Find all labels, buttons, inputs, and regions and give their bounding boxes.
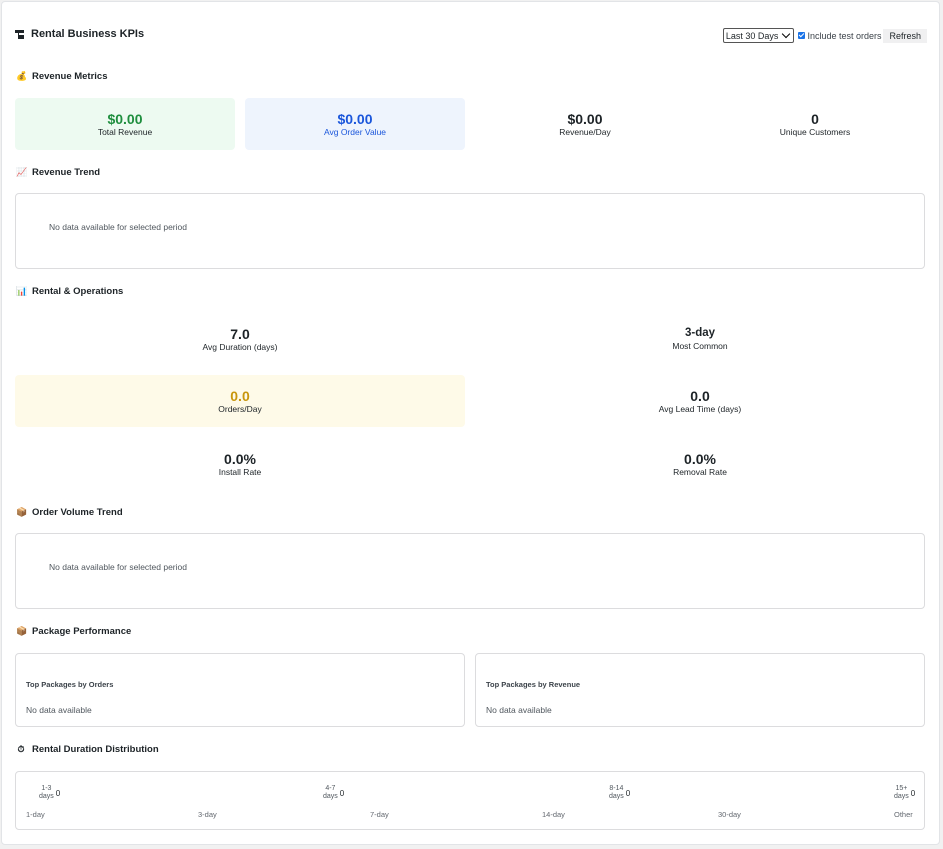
kpi-total-revenue: $0.00 Total Revenue: [15, 98, 235, 150]
kpi-revenue-per-day: $0.00 Revenue/Day: [559, 111, 611, 137]
duration-bucket: 15+ days 0: [894, 785, 916, 800]
package-icon: 📦: [16, 507, 28, 517]
kpi-avg-order-value: $0.00 Avg Order Value: [245, 98, 465, 150]
kpi-removal-rate: 0.0% Removal Rate: [673, 451, 727, 477]
duration-bucket: 8-14 days 0: [609, 785, 631, 800]
section-order-volume: 📦 Order Volume Trend: [16, 507, 123, 518]
axis-tick: 7-day: [370, 810, 389, 819]
period-select[interactable]: Last 30 Days: [722, 28, 795, 43]
order-volume-chart: No data available for selected period: [15, 533, 925, 609]
top-packages-by-revenue: Top Packages by Revenue No data availabl…: [475, 653, 925, 727]
kpi-unique-customers: 0 Unique Customers: [779, 111, 851, 137]
money-bag-icon: 💰: [16, 71, 28, 81]
kpi-orders-per-day: 0.0 Orders/Day: [15, 375, 465, 427]
stopwatch-icon: ⏱: [17, 744, 25, 754]
kpi-install-rate: 0.0% Install Rate: [218, 451, 262, 477]
refresh-button[interactable]: Refresh: [883, 28, 927, 43]
duration-distribution-chart: 1-3 days 0 4-7 days 0 8-14 days 0 15+ days 0…: [15, 771, 925, 830]
chevron-down-icon: [782, 29, 791, 39]
page-title: Rental Business KPIs: [15, 28, 144, 40]
duration-bucket: 4-7 days 0: [323, 785, 345, 800]
header-controls: Last 30 Days Include test orders Refresh: [722, 28, 927, 43]
revenue-trend-chart: No data available for selected period: [15, 193, 925, 269]
kpi-avg-lead-time: 0.0 Avg Lead Time (days): [658, 388, 742, 414]
include-test-checkbox[interactable]: [798, 32, 806, 39]
axis-tick: 14-day: [542, 810, 565, 819]
section-revenue-trend: 📈 Revenue Trend: [16, 167, 101, 178]
axis-tick: 30-day: [718, 810, 741, 819]
dashboard-icon: [15, 29, 24, 39]
axis-tick: 1-day: [26, 810, 45, 819]
order-volume-empty: No data available for selected period: [49, 562, 187, 572]
section-package-performance: 📦 Package Performance: [16, 626, 132, 637]
kpi-most-common: 3-day Most Common: [672, 327, 728, 351]
section-revenue-metrics: 💰 Revenue Metrics: [16, 71, 108, 82]
section-rental-ops: 📊 Rental & Operations: [16, 286, 124, 297]
kpi-avg-duration: 7.0 Avg Duration (days): [202, 326, 278, 352]
package-icon: 📦: [16, 626, 28, 636]
include-test-label[interactable]: Include test orders: [807, 30, 882, 41]
chart-increasing-icon: 📈: [16, 167, 28, 177]
duration-bucket: 1-3 days 0: [39, 785, 61, 800]
top-packages-by-orders: Top Packages by Orders No data available: [15, 653, 465, 727]
bar-chart-icon: 📊: [16, 286, 28, 296]
revenue-trend-empty: No data available for selected period: [49, 222, 187, 232]
section-duration-distribution: ⏱ Rental Duration Distribution: [17, 744, 159, 755]
axis-tick: Other: [894, 810, 913, 819]
axis-tick: 3-day: [198, 810, 217, 819]
